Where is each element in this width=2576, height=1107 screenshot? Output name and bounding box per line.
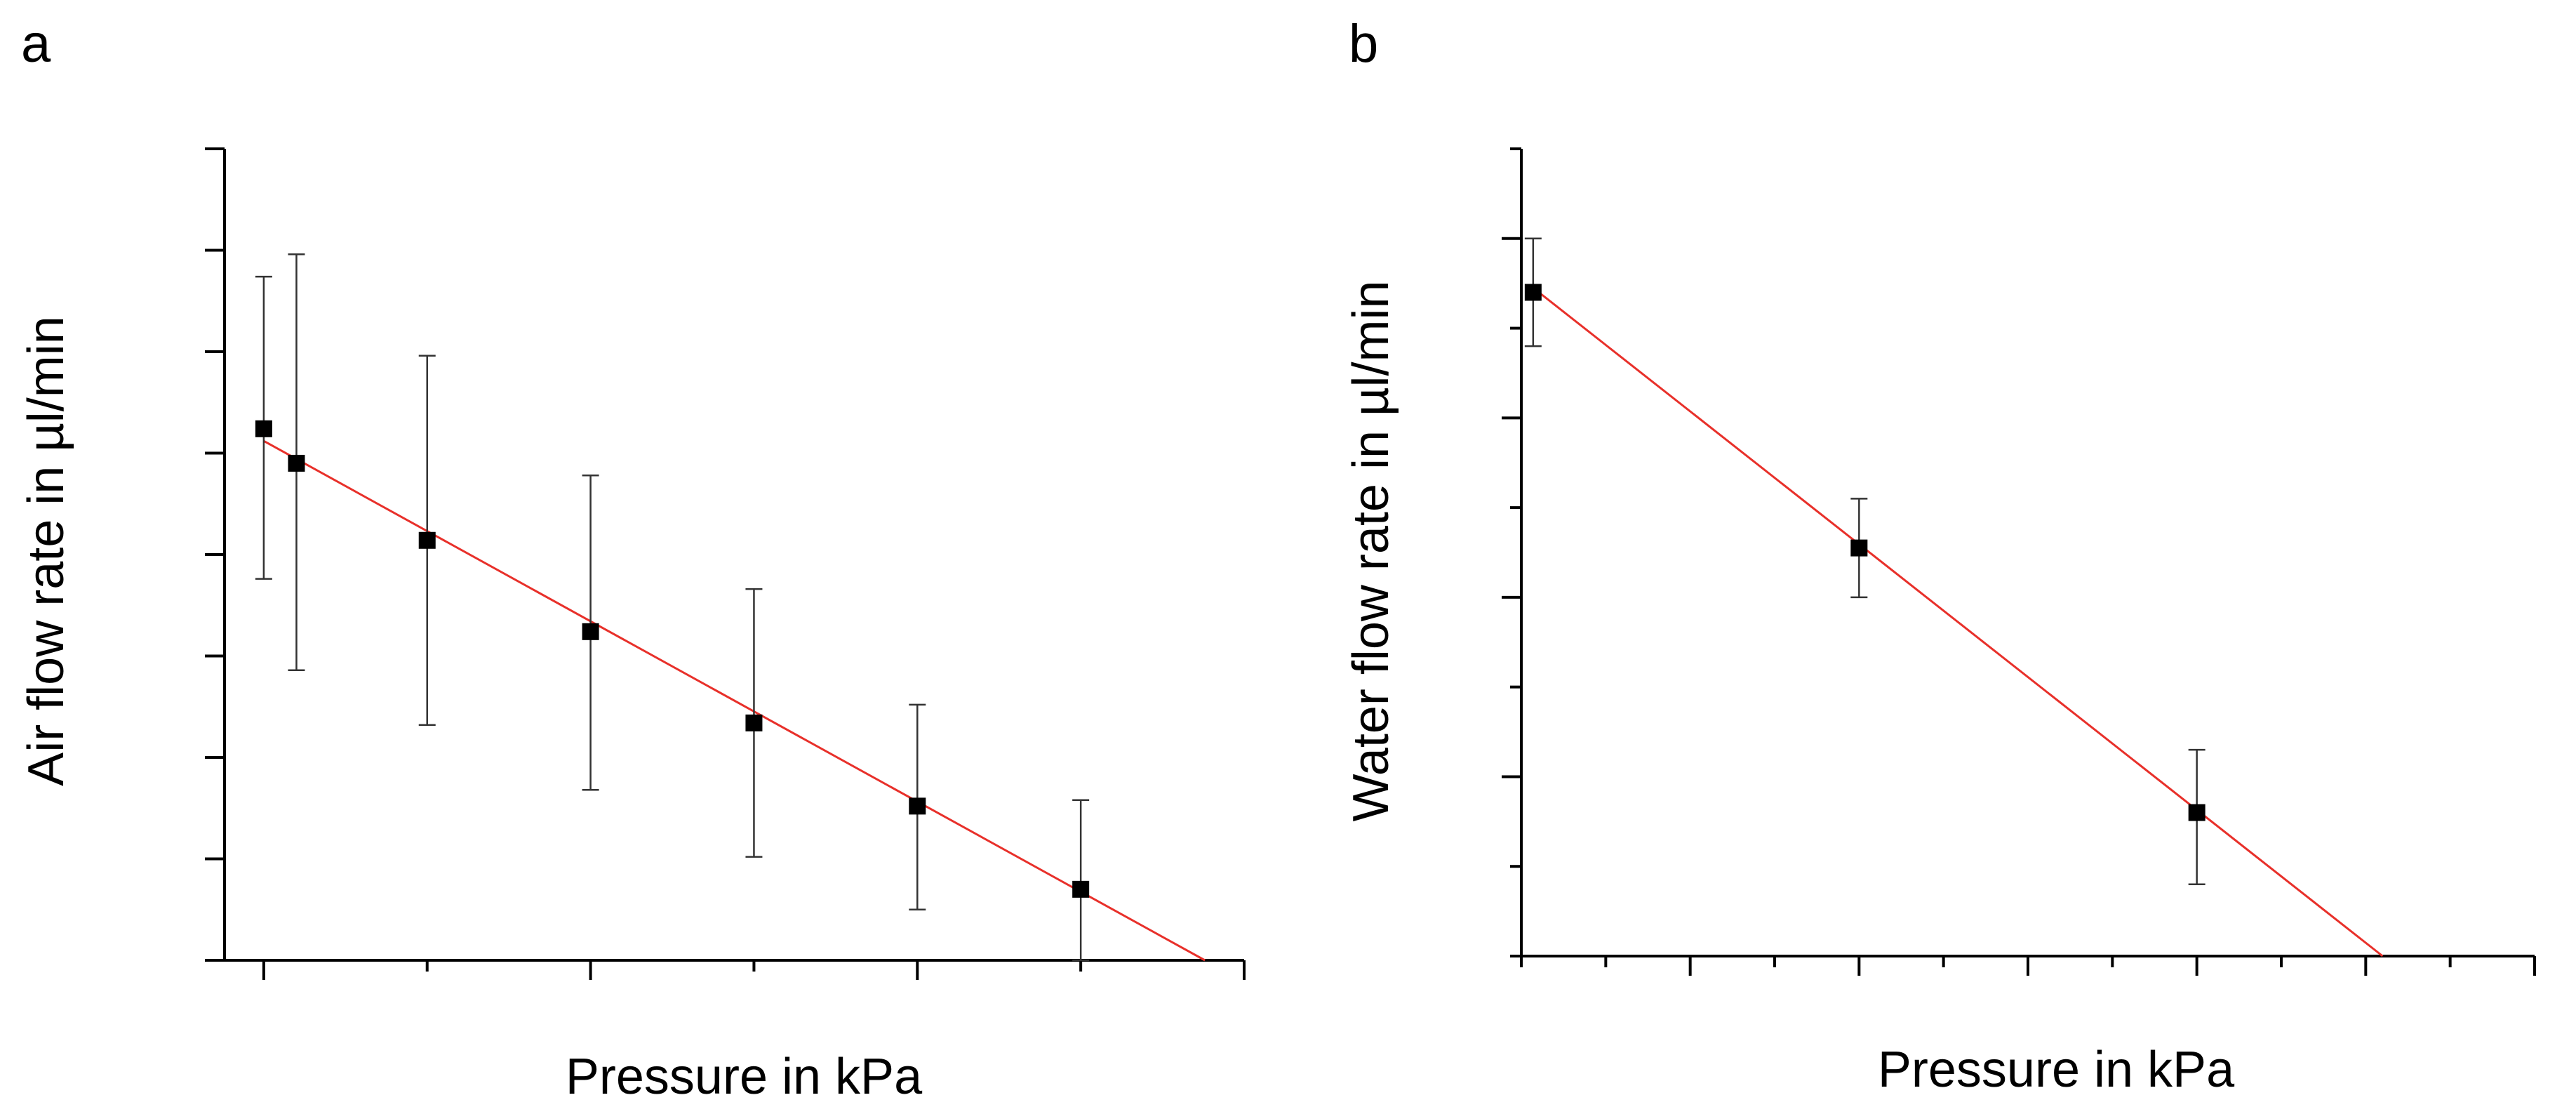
panel-a: a Pressure in kPa Air flow rate in µl/mi… [18, 14, 1246, 1105]
panel-a-x-axis-label: Pressure in kPa [566, 1049, 923, 1105]
panel-a-data-point [745, 714, 763, 731]
panel-a-plot-area [205, 147, 1246, 980]
panel-a-data-point [255, 420, 272, 437]
panel-a-data-point [288, 454, 305, 472]
panel-a-data-point [582, 623, 599, 640]
panel-b-letter: b [1349, 14, 1378, 74]
panel-b: b Pressure in kPa Water flow rate in µl/… [1343, 14, 2536, 1098]
panel-a-data-point [418, 531, 436, 549]
panel-b-y-axis-label: Water flow rate in µl/min [1343, 280, 1399, 821]
panel-a-fit-line [263, 439, 1206, 962]
panel-b-data-point [1850, 539, 1868, 557]
panel-b-plot-area [1502, 147, 2536, 976]
panel-a-data-point [909, 797, 926, 815]
panel-b-fit-line [1532, 286, 2384, 957]
panel-a-letter: a [21, 14, 51, 74]
panel-a-data-point [1072, 880, 1090, 898]
panel-b-x-axis-label: Pressure in kPa [1878, 1042, 2235, 1098]
panel-b-data-point [1524, 284, 1542, 301]
panel-b-data-point [2188, 804, 2205, 821]
panel-a-y-axis-label: Air flow rate in µl/min [18, 316, 74, 786]
